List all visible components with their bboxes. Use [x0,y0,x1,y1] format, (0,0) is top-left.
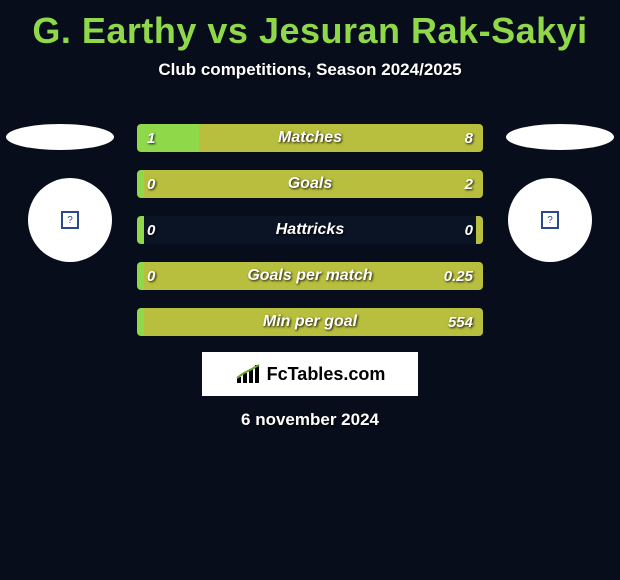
stat-value-left: 0 [147,170,155,198]
stat-value-right: 0 [465,216,473,244]
stat-row: Goals per match0 0.25 [137,262,483,290]
stat-row: Min per goal554 [137,308,483,336]
stat-value-right: 554 [448,308,473,336]
stat-value-right: 0.25 [444,262,473,290]
stat-row: Goals0 2 [137,170,483,198]
stat-value-right: 8 [465,124,473,152]
stats-container: Matches18Goals02Hattricks00Goals per mat… [137,124,483,354]
stat-row: Matches1 8 [137,124,483,152]
player2-avatar: ? [508,178,592,262]
page-title: G. Earthy vs Jesuran Rak-Sakyi [0,0,620,52]
date-text: 6 november 2024 [0,410,620,430]
subtitle: Club competitions, Season 2024/2025 [0,60,620,80]
stat-label: Goals [137,170,483,198]
stat-row: Hattricks0 0 [137,216,483,244]
placeholder-icon: ? [61,211,79,229]
brand-chart-icon [235,363,263,385]
player1-flag [6,124,114,150]
stat-label: Min per goal [137,308,483,336]
stat-label: Goals per match [137,262,483,290]
player2-flag [506,124,614,150]
stat-label: Matches [137,124,483,152]
brand-box: FcTables.com [202,352,418,396]
placeholder-icon: ? [541,211,559,229]
brand-text: FcTables.com [267,364,386,385]
stat-value-left: 1 [147,124,155,152]
stat-value-left: 0 [147,216,155,244]
player1-avatar: ? [28,178,112,262]
stat-label: Hattricks [137,216,483,244]
stat-value-left: 0 [147,262,155,290]
stat-value-right: 2 [465,170,473,198]
